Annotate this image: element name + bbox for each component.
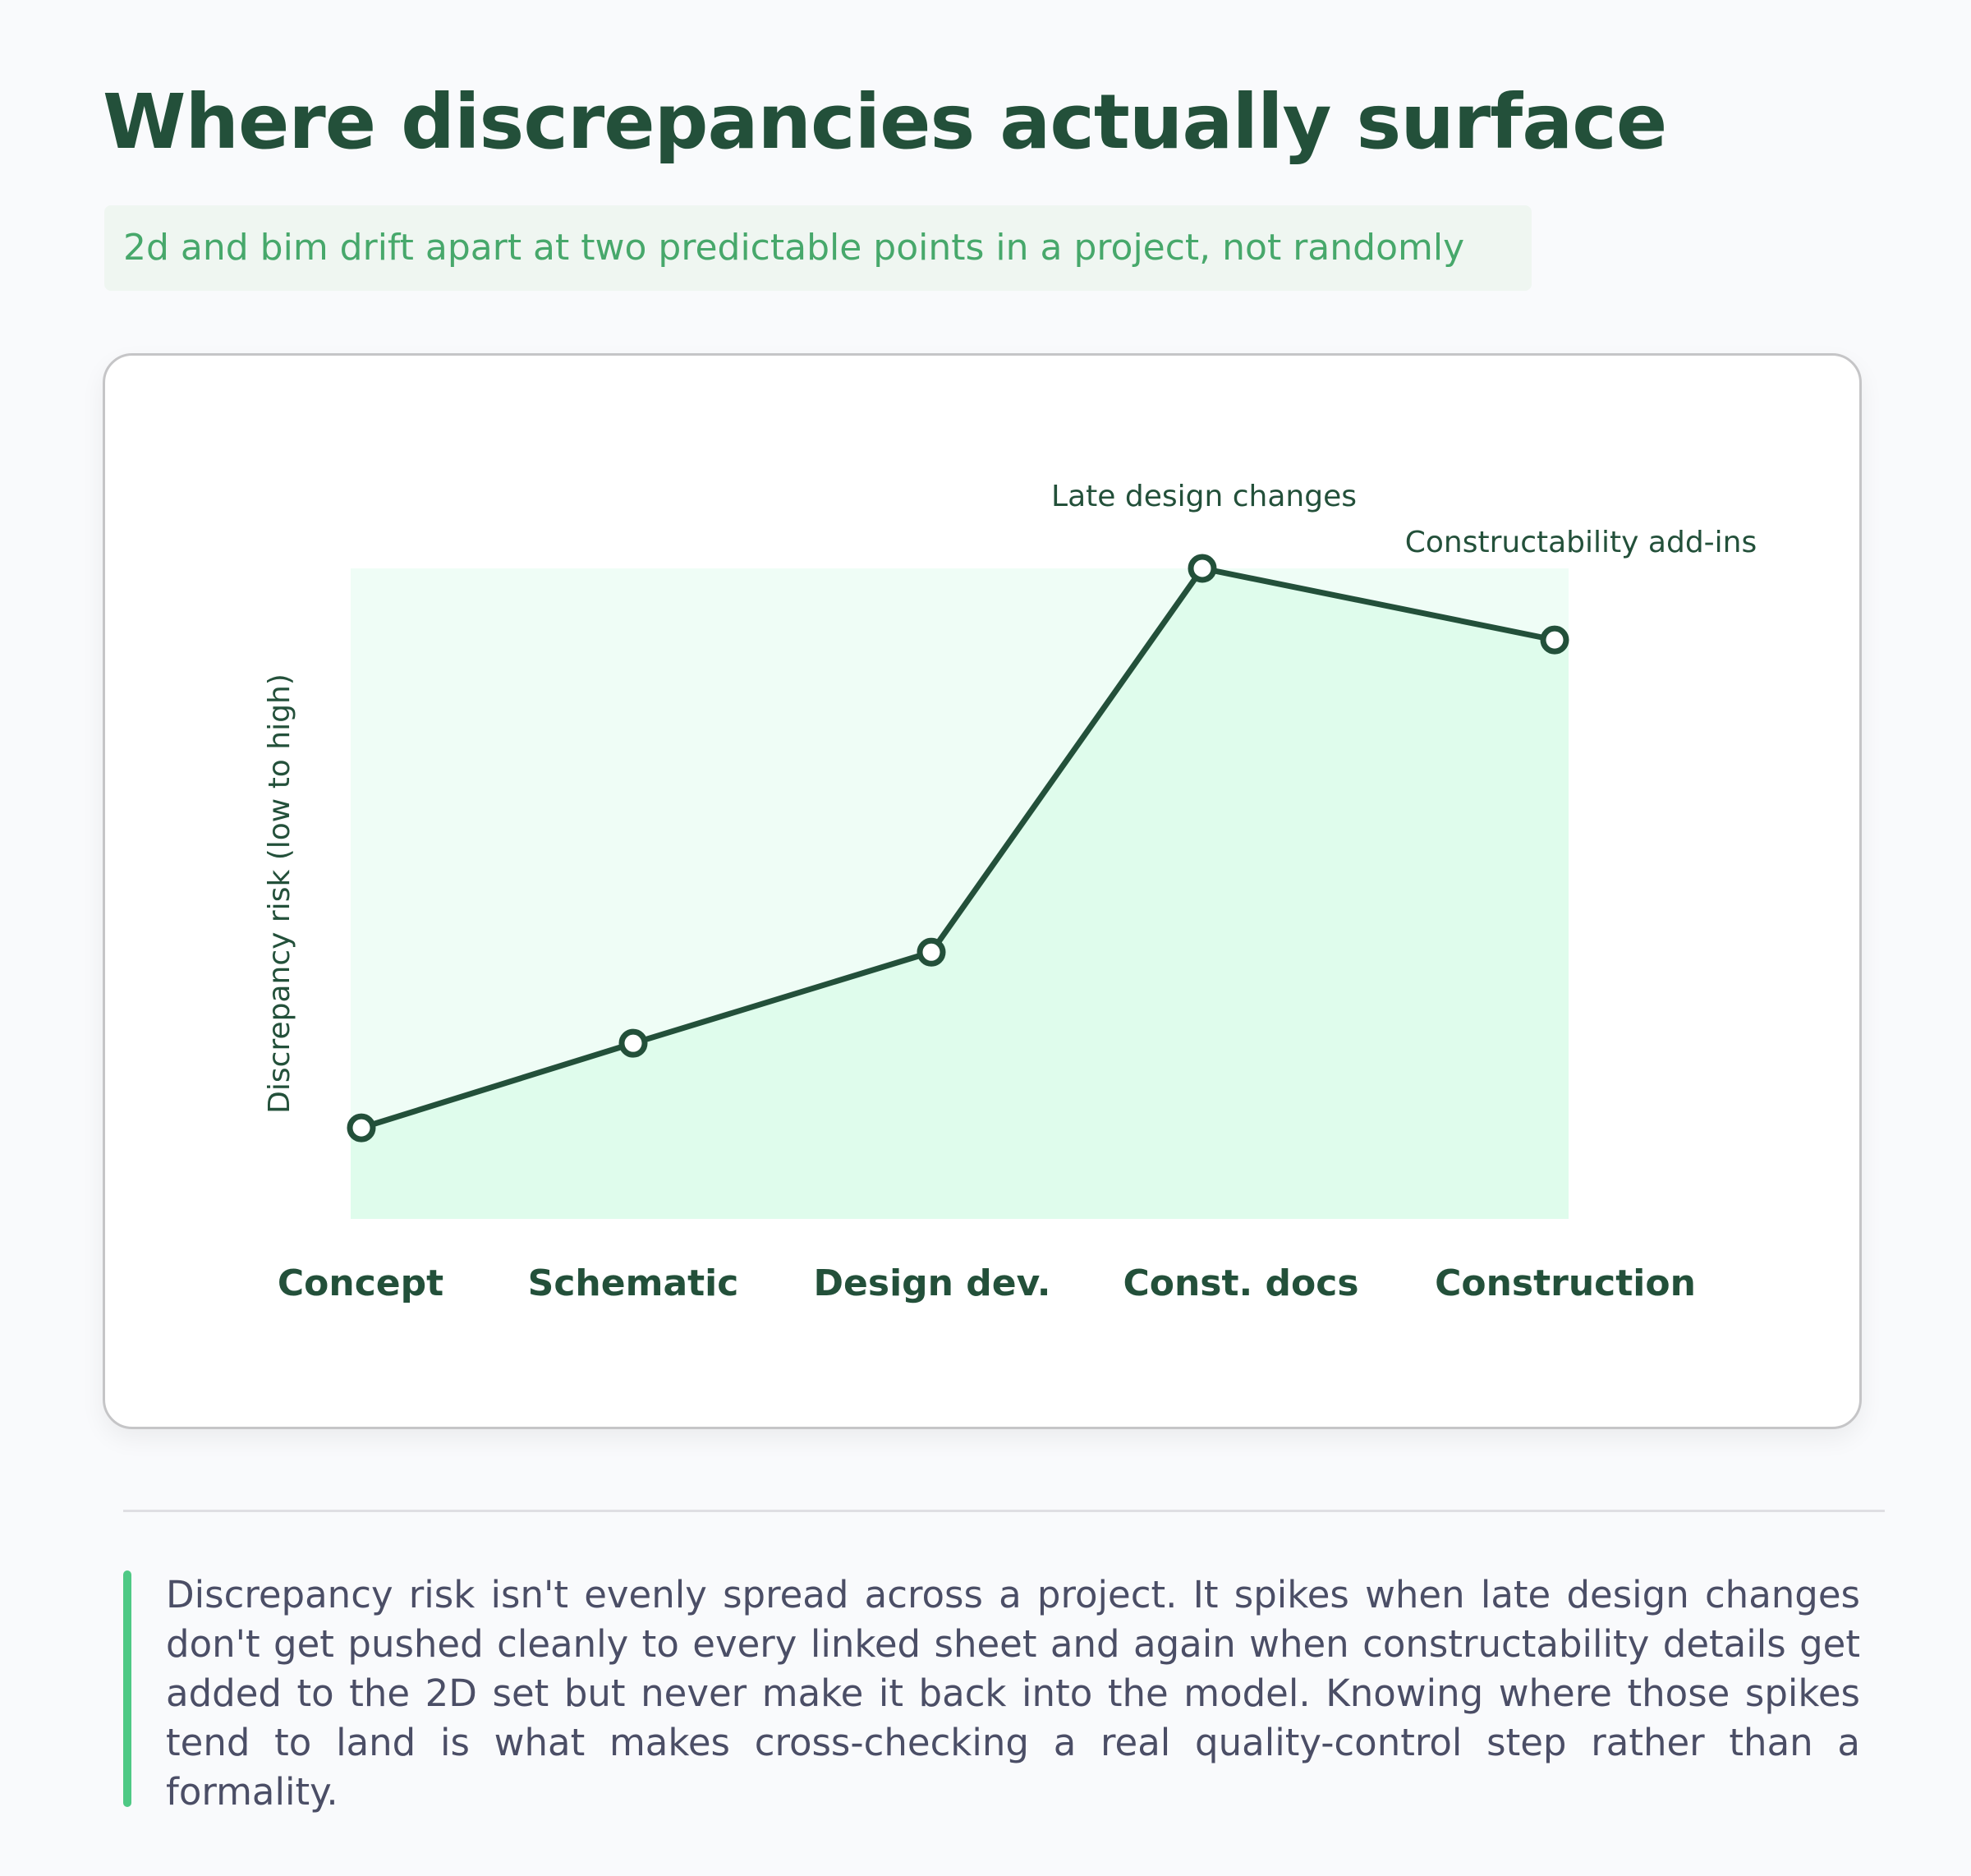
y-axis-label: Discrepancy risk (low to high) [263,674,296,1114]
page-title: Where discrepancies actually surface [103,78,1667,166]
line-chart: Concept Schematic Design dev. Const. docs Co… [263,480,1757,1304]
data-point [618,1028,648,1058]
data-point [917,937,946,967]
divider [123,1510,1885,1512]
note-callout: Discrepancy risk isn't evenly spread acr… [123,1570,1860,1817]
data-point [347,1113,376,1143]
page-subtitle: 2d and bim drift apart at two predictabl… [104,205,1532,291]
x-tick-label: Const. docs [1123,1262,1358,1304]
chart-card: Concept Schematic Design dev. Const. docs Co… [103,353,1862,1429]
note-accent-bar [123,1570,131,1807]
x-tick-label: Schematic [528,1262,739,1304]
x-tick-label: Concept [278,1262,443,1304]
x-tick-label: Design dev. [814,1262,1051,1304]
risk-area [351,568,1569,1219]
data-point [1188,554,1217,583]
x-tick-label: Construction [1435,1262,1696,1304]
annotation-label: Constructability add-ins [1405,526,1757,559]
data-point [1540,625,1569,655]
note-text: Discrepancy risk isn't evenly spread acr… [166,1573,1860,1814]
annotation-label: Late design changes [1051,480,1357,513]
